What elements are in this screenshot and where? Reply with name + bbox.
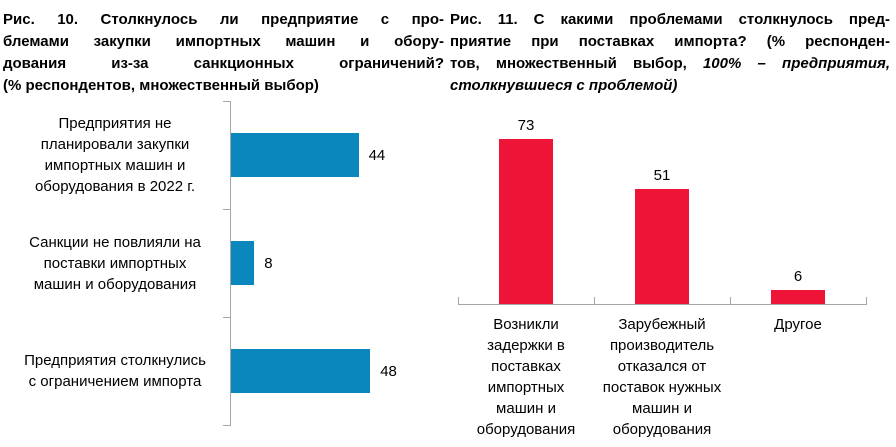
fig10-chart: Рис. 10. Столкнулось ли предприятие с пр… xyxy=(0,9,448,426)
fig11-title-line-1: Рис. 11. С какими проблемами столкнулось… xyxy=(450,11,890,28)
fig11-column-1: 73 xyxy=(458,110,594,304)
fig10-title-line-3: дования из-за санкционных ограничений? xyxy=(3,55,444,72)
fig11-category-label: Другое xyxy=(774,316,822,333)
fig11-bar xyxy=(635,188,689,304)
fig10-value-label: 8 xyxy=(264,254,273,272)
fig10-axis-tick xyxy=(223,317,230,318)
fig11-title-line3-italic: 100% – предприятия, xyxy=(702,55,890,72)
fig10-title-line-1: Рис. 10. Столкнулось ли предприятие с пр… xyxy=(3,11,444,28)
fig10-bar xyxy=(231,133,359,177)
fig10-bar xyxy=(231,349,371,393)
fig10-axis-tick xyxy=(223,209,230,210)
fig11-plot-area: 73 51 6 xyxy=(458,110,867,304)
fig10-category-label: Предприятия не планировали закупки импор… xyxy=(34,115,196,195)
fig10-category-label: Предприятия столкнулись с ограничением и… xyxy=(24,352,206,390)
fig10-axis-tick xyxy=(223,101,230,102)
fig11-axis-tick xyxy=(730,297,731,304)
fig11-category-label: Зарубежный производитель отказался от по… xyxy=(602,316,722,438)
fig10-category-label: Санкции не повлияли на поставки импортны… xyxy=(29,233,201,293)
fig11-value-label: 51 xyxy=(653,166,671,184)
fig11-axis-tick xyxy=(866,297,867,304)
fig10-title-line-4: (% респондентов, множественный выбор) xyxy=(3,77,319,94)
fig11-category-axis xyxy=(458,304,867,305)
fig10-row-1: Предприятия не планировали закупки импор… xyxy=(0,101,448,209)
fig11-bar xyxy=(771,290,825,304)
fig10-axis-tick xyxy=(223,425,230,426)
fig11-title-line-4: столкнувшиеся с проблемой) xyxy=(450,77,678,94)
fig11-chart: Рис. 11. С какими проблемами столкнулось… xyxy=(448,0,896,447)
fig11-axis-tick xyxy=(458,297,459,304)
fig11-bar xyxy=(499,139,553,304)
fig10-title: Рис. 10. Столкнулось ли предприятие с пр… xyxy=(3,9,444,97)
fig11-axis-tick xyxy=(594,297,595,304)
fig10-value-label: 48 xyxy=(380,362,397,380)
fig10-row-3: Предприятия столкнулись с ограничением и… xyxy=(0,317,448,425)
fig10-value-label: 44 xyxy=(368,146,386,164)
fig11-title-line-2: приятие при поставках импорта? (% респон… xyxy=(450,33,890,50)
fig11-title-line3-regular: тов, множественный выбор, xyxy=(450,55,703,72)
fig11-title-line-3: тов, множественный выбор, 100% – предпри… xyxy=(450,53,890,75)
fig11-column-2: 51 xyxy=(594,110,730,304)
fig10-bar xyxy=(231,241,255,285)
fig10-row-2: Санкции не повлияли на поставки импортны… xyxy=(0,209,448,317)
fig11-column-3: 6 xyxy=(730,110,866,304)
fig11-value-label: 73 xyxy=(517,117,535,135)
fig11-title: Рис. 11. С какими проблемами столкнулось… xyxy=(450,9,890,97)
fig11-value-label: 6 xyxy=(793,268,803,286)
fig10-title-line-2: блемами закупки импортных машин и обору- xyxy=(3,33,444,50)
fig10-category-axis xyxy=(230,101,231,426)
fig11-category-label: Возникли задержки в поставках импортных … xyxy=(476,316,576,438)
